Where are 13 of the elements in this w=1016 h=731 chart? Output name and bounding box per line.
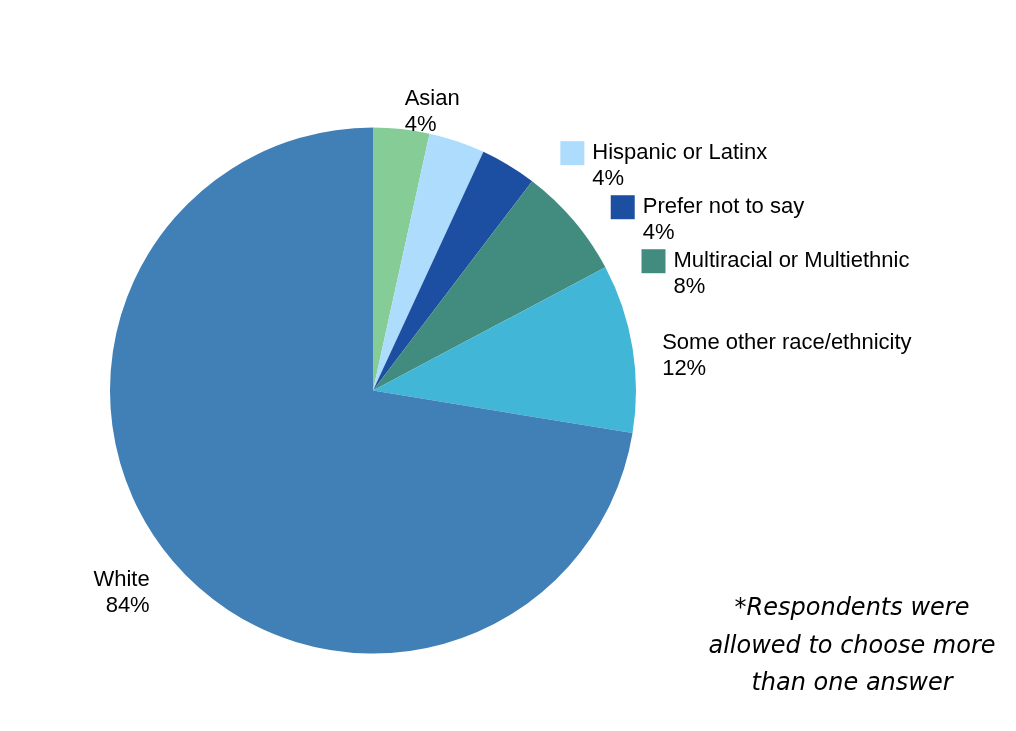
slice-label: Some other race/ethnicity [662, 329, 912, 355]
legend-label: Prefer not to say [642, 193, 805, 219]
data-label: 8% [673, 273, 706, 299]
data-label: 12% [662, 355, 707, 381]
data-label: 84% [105, 592, 150, 618]
legend-label: Multiracial or Multiethnic [673, 247, 910, 273]
data-label: 4% [642, 219, 675, 245]
data-label: 4% [404, 111, 437, 137]
legend-label: Hispanic or Latinx [592, 139, 768, 165]
data-label: 4% [592, 165, 625, 191]
text: *Respondents were allowed to choose more than one answer [707, 592, 997, 698]
slice-label: White [93, 566, 150, 592]
slice-label: Asian [404, 85, 460, 111]
